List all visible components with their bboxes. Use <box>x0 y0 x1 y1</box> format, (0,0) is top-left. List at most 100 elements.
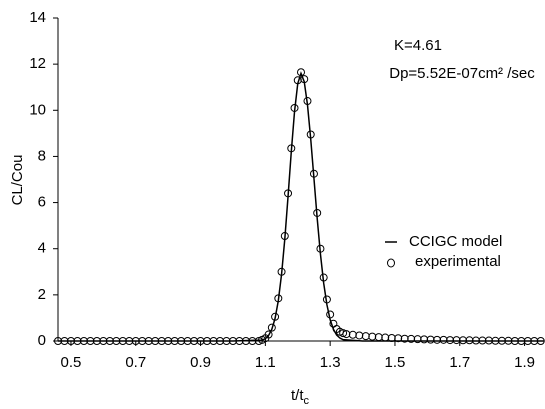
data-point <box>355 331 364 340</box>
data-point <box>274 294 283 303</box>
legend-label: experimental <box>415 253 501 270</box>
data-point <box>138 337 147 345</box>
data-point <box>381 333 390 342</box>
model-line <box>58 71 544 342</box>
data-point <box>112 337 121 345</box>
x-tick-label: 0.9 <box>190 354 211 371</box>
data-point <box>536 337 545 345</box>
data-point <box>319 273 328 282</box>
data-point <box>267 323 276 332</box>
data-point <box>248 337 257 345</box>
data-point <box>99 337 108 345</box>
data-point <box>530 337 539 345</box>
legend-label: CCIGC model <box>409 233 502 250</box>
data-point <box>348 330 357 339</box>
data-point <box>73 337 82 345</box>
data-point <box>326 310 335 319</box>
data-point <box>297 68 305 77</box>
data-point <box>79 337 88 345</box>
data-point <box>290 103 299 112</box>
y-tick-label: 8 <box>38 147 46 164</box>
data-point <box>209 337 218 345</box>
data-point <box>313 208 322 217</box>
data-point <box>446 336 455 345</box>
y-axis-label: CL/Cou <box>9 155 26 206</box>
data-point <box>303 97 312 106</box>
data-point <box>287 144 296 153</box>
data-point <box>196 337 205 345</box>
y-tick-label: 14 <box>29 9 46 26</box>
data-point <box>216 337 224 345</box>
data-point <box>271 312 280 321</box>
data-point <box>523 337 532 345</box>
x-tick-label: 1.3 <box>320 354 341 371</box>
data-point <box>306 130 315 139</box>
data-point <box>433 335 442 344</box>
data-point <box>465 336 474 345</box>
data-point <box>277 267 286 276</box>
annotation: Dp=5.52E-07cm² /sec <box>389 65 535 82</box>
data-point <box>54 337 62 345</box>
data-point <box>228 337 237 345</box>
data-point <box>222 337 231 345</box>
y-tick-label: 0 <box>38 332 46 349</box>
data-point <box>92 337 101 345</box>
x-axis-label: t/tc <box>291 387 310 407</box>
data-point <box>374 333 383 342</box>
data-point <box>471 336 480 345</box>
data-point <box>86 337 95 345</box>
y-tick-label: 12 <box>29 55 46 72</box>
data-point <box>322 295 331 304</box>
x-tick-label: 1.7 <box>449 354 470 371</box>
x-tick-label: 1.1 <box>255 354 276 371</box>
y-tick-label: 4 <box>38 240 46 257</box>
data-point <box>177 337 186 345</box>
y-tick-label: 6 <box>38 194 46 211</box>
data-point <box>387 334 396 343</box>
data-point <box>284 189 293 198</box>
data-point <box>407 334 416 343</box>
x-tick-label: 0.5 <box>61 354 82 371</box>
data-point <box>368 332 377 341</box>
data-point <box>144 337 153 345</box>
data-point <box>517 337 526 345</box>
data-point <box>361 332 370 341</box>
data-point <box>66 337 75 345</box>
data-point <box>309 169 318 178</box>
data-point <box>60 337 69 345</box>
data-point <box>118 337 127 345</box>
data-point <box>264 330 273 339</box>
data-point <box>183 337 192 345</box>
data-point <box>254 337 263 345</box>
data-point <box>190 337 199 345</box>
data-point <box>413 335 422 344</box>
data-point <box>316 244 325 253</box>
data-point <box>400 334 409 343</box>
data-point <box>164 337 173 345</box>
x-axis-label-main: t/t <box>291 387 304 404</box>
x-tick-label: 1.5 <box>385 354 406 371</box>
data-point <box>426 335 435 344</box>
data-point <box>420 335 429 344</box>
data-point <box>131 337 140 345</box>
data-point <box>157 337 166 345</box>
x-tick-label: 1.9 <box>514 354 535 371</box>
data-point <box>452 336 461 345</box>
data-point <box>280 232 289 241</box>
data-point <box>439 335 448 344</box>
data-point <box>394 334 403 343</box>
data-point <box>339 329 348 338</box>
data-point <box>510 337 519 345</box>
annotation: K=4.61 <box>394 37 442 54</box>
x-tick-label: 0.7 <box>125 354 146 371</box>
data-point <box>241 337 250 345</box>
y-tick-label: 2 <box>38 286 46 303</box>
data-point <box>105 337 114 345</box>
data-point <box>497 336 506 345</box>
data-point <box>203 337 212 345</box>
data-point <box>170 337 179 345</box>
data-point <box>151 337 160 345</box>
data-point <box>300 75 309 84</box>
y-tick-label: 10 <box>29 101 46 118</box>
